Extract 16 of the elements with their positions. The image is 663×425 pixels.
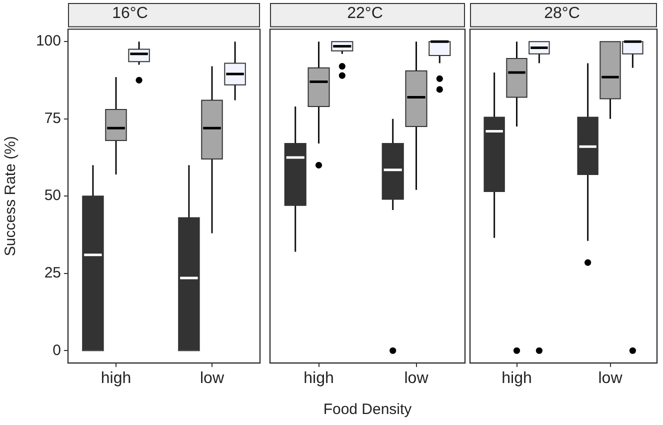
y-tick-label: 75 [44,110,61,127]
x-tick-label: high [100,370,132,388]
x-tick-label: low [598,370,623,388]
y-axis-title: Success Rate (%) [2,136,20,256]
y-tick-label: 25 [44,264,61,282]
y-tick-label: 100 [36,32,61,50]
chart-title: 16°C [112,5,148,22]
x-tick-label: high [502,370,532,388]
y-tick-label: 50 [44,187,61,204]
chart-title: 28°C [544,5,580,22]
y-tick-label: 0 [52,342,61,359]
x-tick-label: low [404,370,429,388]
chart-title: 22°C [347,5,383,22]
x-tick-label: high [304,370,334,388]
x-axis-title: Food Density [323,401,412,418]
x-tick-label: low [200,370,224,388]
